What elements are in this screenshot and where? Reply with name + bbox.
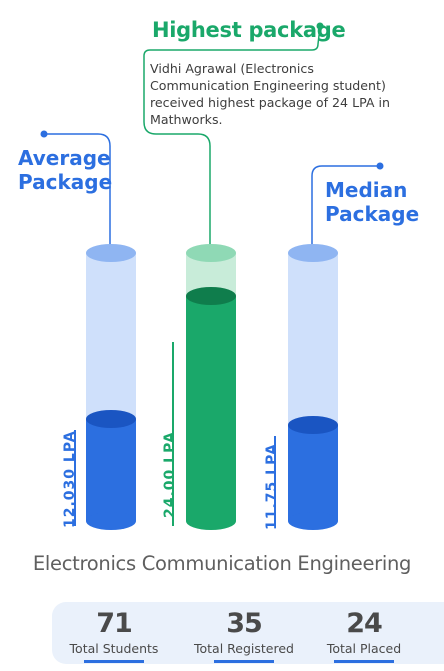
average-value-label: 12.030 LPA xyxy=(62,430,78,528)
median-title-line1: Median xyxy=(325,178,408,202)
average-fill-top xyxy=(86,410,136,428)
stat-underline xyxy=(334,660,394,663)
stat-total-placed: 24 Total Placed xyxy=(304,602,424,663)
average-package-title: Average Package xyxy=(18,146,112,194)
average-guide-line xyxy=(74,430,76,526)
stat-value: 71 xyxy=(96,608,133,639)
average-title-line2: Package xyxy=(18,170,113,194)
highest-package-note: Vidhi Agrawal (Electronics Communication… xyxy=(150,61,390,127)
median-fill-top xyxy=(288,416,338,434)
stat-underline xyxy=(214,660,274,663)
highest-value-label: 24.00 LPA xyxy=(162,431,178,518)
stat-label: Total Placed xyxy=(326,641,402,656)
department-title: Electronics Communication Engineering xyxy=(32,552,412,575)
median-cylinder xyxy=(288,244,338,530)
average-title-line1: Average xyxy=(18,146,111,170)
median-title-line2: Package xyxy=(325,202,420,226)
stats-panel: 71 Total Students 35 Total Registered 24… xyxy=(52,602,444,664)
highest-guide-line xyxy=(172,342,174,526)
median-fill xyxy=(288,425,338,521)
average-fill xyxy=(86,419,136,521)
stat-total-students: 71 Total Students xyxy=(54,602,174,663)
stat-label: Total Students xyxy=(69,641,159,656)
stat-value: 35 xyxy=(226,608,263,639)
highest-package-title: Highest package xyxy=(152,18,346,42)
median-package-title: Median Package xyxy=(325,178,419,226)
stat-value: 24 xyxy=(346,608,383,639)
stat-total-registered: 35 Total Registered xyxy=(184,602,304,663)
median-value-label: 11.75 LPA xyxy=(264,443,280,530)
median-guide-line xyxy=(274,436,276,526)
highest-cylinder xyxy=(186,244,236,530)
stat-underline xyxy=(84,660,144,663)
highest-fill-top xyxy=(186,287,236,305)
average-cylinder xyxy=(86,244,136,530)
highest-fill xyxy=(186,296,236,521)
stat-label: Total Registered xyxy=(194,641,294,656)
